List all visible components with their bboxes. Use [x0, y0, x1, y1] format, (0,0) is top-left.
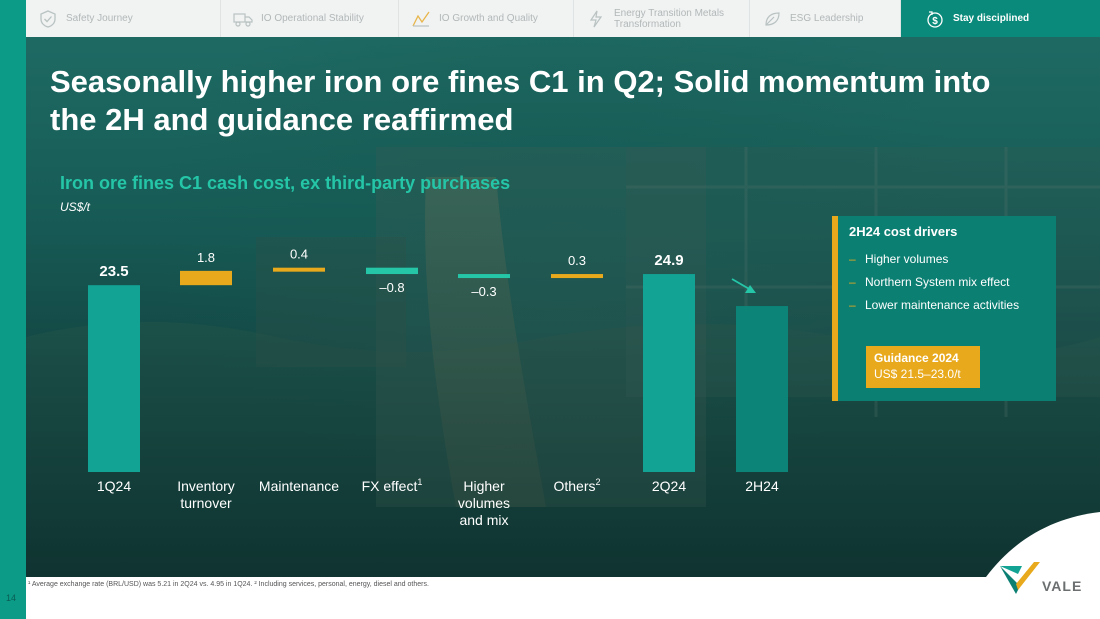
hero-panel: Seasonally higher iron ore fines C1 in Q…	[26, 37, 1100, 577]
growth-icon	[411, 9, 431, 29]
tab-safety-journey[interactable]: Safety Journey	[26, 0, 221, 37]
category-label: FX effect1	[362, 477, 423, 494]
data-label: 0.3	[568, 253, 586, 268]
tab-label: IO Operational Stability	[261, 13, 364, 24]
footer: ¹ Average exchange rate (BRL/USD) was 5.…	[26, 577, 1100, 619]
section-nav: Safety Journey IO Operational Stability …	[26, 0, 1100, 37]
chart-unit: US$/t	[60, 200, 91, 214]
category-label: and mix	[459, 512, 508, 528]
category-label: Higher	[463, 478, 505, 494]
vale-logo-mark-icon	[1000, 562, 1040, 594]
category-label: Others2	[553, 477, 600, 494]
footnote-superscript: 1	[417, 477, 422, 487]
guidance-title: Guidance 2024	[874, 351, 959, 365]
lightning-icon	[586, 9, 606, 29]
category-label: Maintenance	[259, 478, 339, 494]
category-label: volumes	[458, 495, 510, 511]
category-label: 1Q24	[97, 478, 131, 494]
vale-logo: VALE	[974, 560, 1094, 600]
guidance-box: Guidance 2024 US$ 21.5–23.0/t	[866, 346, 980, 388]
tab-energy-transition-metals[interactable]: Energy Transition Metals Transformation	[574, 0, 750, 37]
data-label: 0.4	[290, 247, 308, 262]
bar-2h24	[736, 306, 788, 472]
bar-1q24	[88, 285, 140, 472]
bar-2q24	[643, 274, 695, 472]
category-label: Inventory	[177, 478, 235, 494]
category-label: 2H24	[745, 478, 779, 494]
tab-esg-leadership[interactable]: ESG Leadership	[750, 0, 901, 37]
driver-item: Higher volumes	[849, 251, 1049, 267]
left-accent-band	[0, 0, 26, 619]
cost-drivers-panel: 2H24 cost drivers Higher volumes Norther…	[832, 216, 1056, 401]
data-label: –0.3	[471, 284, 496, 299]
trend-arrow-icon	[745, 285, 756, 293]
svg-text:$: $	[932, 16, 938, 27]
tab-label: Safety Journey	[66, 13, 133, 24]
category-label: 2Q24	[652, 478, 686, 494]
bar-others	[551, 274, 603, 279]
data-label: 24.9	[654, 252, 683, 269]
trend-arrow-line	[731, 278, 752, 291]
category-label: turnover	[180, 495, 232, 511]
leaf-icon	[762, 9, 782, 29]
chart-subtitle: Iron ore fines C1 cash cost, ex third-pa…	[60, 173, 511, 193]
data-label: 23.5	[99, 263, 128, 280]
bar-fx-effect	[366, 267, 418, 275]
data-label: –0.8	[379, 280, 404, 295]
bar-maintenance	[273, 267, 325, 272]
bar-higher-volumes-and-mix	[458, 274, 510, 279]
dollar-cycle-icon: $	[925, 9, 945, 29]
tab-stay-disciplined[interactable]: $ Stay disciplined	[901, 0, 1100, 37]
tab-label: Stay disciplined	[953, 13, 1030, 24]
tab-io-operational-stability[interactable]: IO Operational Stability	[221, 0, 399, 37]
page-number: 14	[6, 593, 17, 603]
bar-inventory-turnover	[180, 270, 232, 286]
guidance-value: US$ 21.5–23.0/t	[874, 367, 961, 381]
driver-item: Lower maintenance activities	[849, 297, 1049, 313]
truck-icon	[233, 9, 253, 29]
tab-label: Energy Transition Metals Transformation	[614, 7, 725, 30]
tab-label: ESG Leadership	[790, 13, 864, 24]
drivers-list: Higher volumes Northern System mix effec…	[849, 251, 1049, 320]
tab-io-growth-and-quality[interactable]: IO Growth and Quality	[399, 0, 574, 37]
drivers-title: 2H24 cost drivers	[849, 224, 958, 239]
footnote-superscript: 2	[596, 477, 601, 487]
footnote: ¹ Average exchange rate (BRL/USD) was 5.…	[28, 581, 429, 588]
tab-label: IO Growth and Quality	[439, 13, 538, 24]
driver-item: Northern System mix effect	[849, 274, 1049, 290]
shield-check-icon	[38, 9, 58, 29]
data-label: 1.8	[197, 250, 215, 265]
logo-text: VALE	[1042, 578, 1083, 594]
slide-title: Seasonally higher iron ore fines C1 in Q…	[50, 64, 991, 137]
